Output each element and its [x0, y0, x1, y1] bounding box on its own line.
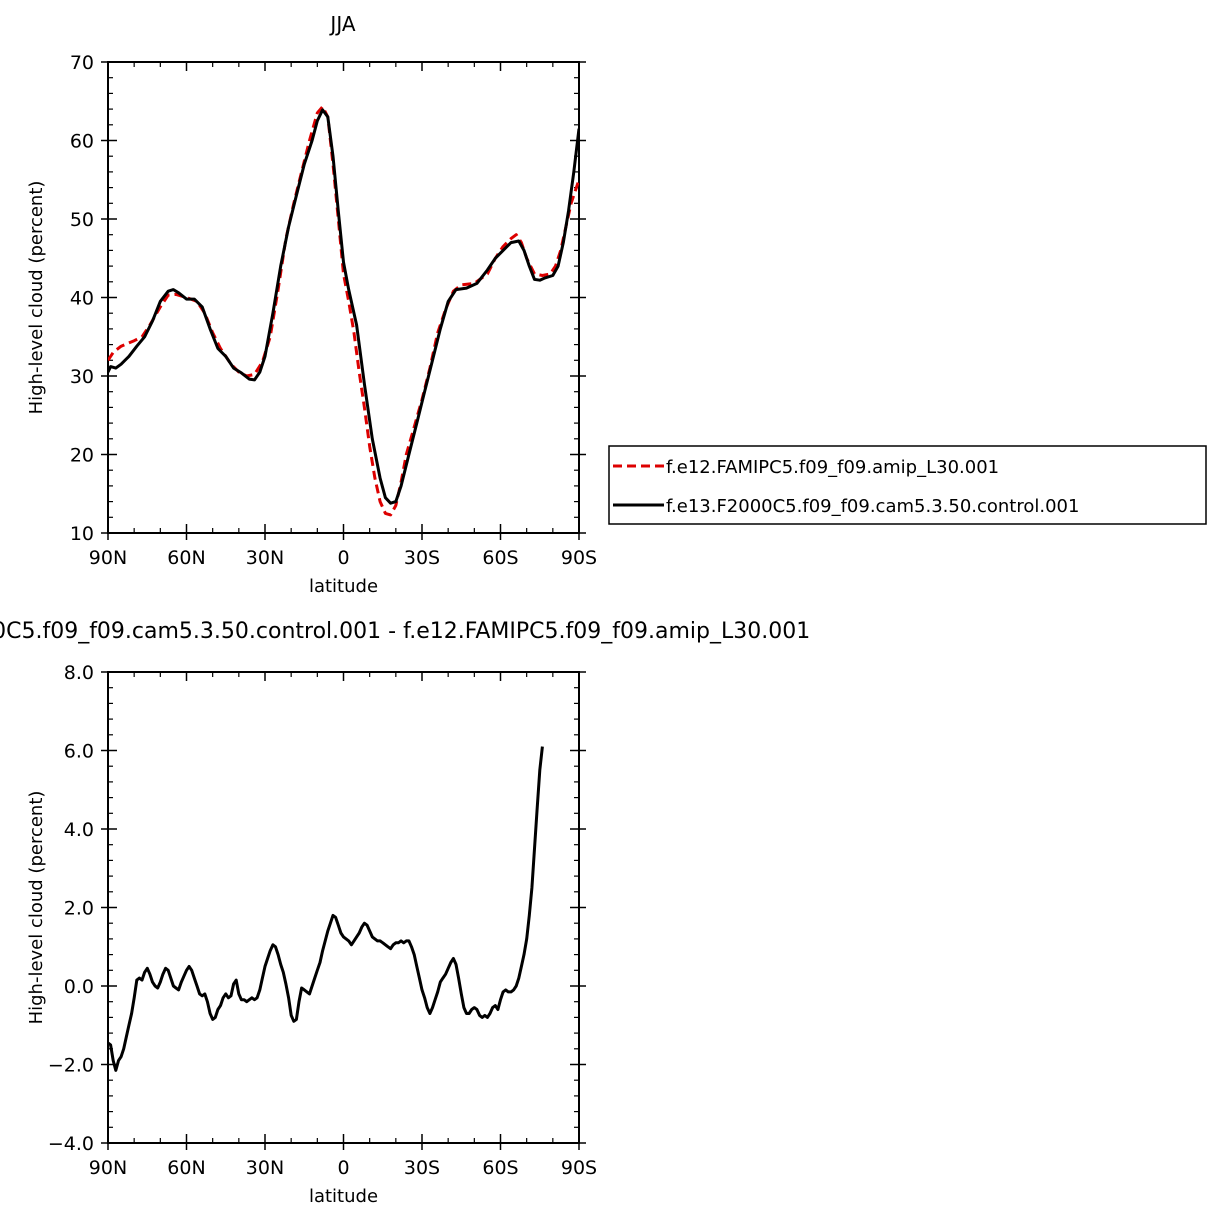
series-line-0 — [108, 746, 544, 1072]
legend-box — [608, 445, 1207, 525]
y-tick-label: 20 — [70, 445, 94, 467]
x-tick-label: 90N — [89, 1157, 127, 1179]
y-tick-label: 2.0 — [64, 898, 94, 920]
x-tick-label: 30S — [404, 1157, 440, 1179]
x-tick-label: 60N — [167, 547, 205, 569]
series-line-1 — [108, 108, 579, 505]
cloud-fraction-panel: JJA 90N 60N 30N 0 30S 60S 90S 10 20 30 40 50 60 70 la… — [26, 12, 597, 597]
y-tick-label: 4.0 — [64, 819, 94, 841]
x-tick-label: 30N — [246, 547, 284, 569]
chart-title: JJA — [328, 12, 355, 36]
y-tick-label: 8.0 — [64, 662, 94, 684]
y-tick-label: 6.0 — [64, 741, 94, 763]
x-tick-label: 60S — [482, 547, 518, 569]
difference-title: f.e13.F2000C5.f09_f09.cam5.3.50.control.… — [0, 619, 810, 644]
series-line-0 — [108, 105, 579, 517]
y-axis-label: High-level cloud (percent) — [26, 791, 47, 1025]
axis-ticks: 90N 60N 30N 0 30S 60S 90S −4.0 −2.0 0.0 2.0 4.0 6.0 8… — [48, 662, 597, 1179]
y-tick-label: −2.0 — [48, 1055, 94, 1077]
plot-frame — [107, 61, 580, 534]
x-axis-label: latitude — [309, 1186, 378, 1207]
y-tick-label: 70 — [70, 52, 94, 74]
x-tick-label: 30S — [404, 547, 440, 569]
x-axis-label: latitude — [309, 576, 378, 597]
x-tick-label: 90S — [561, 1157, 597, 1179]
series-lines — [108, 105, 579, 517]
y-tick-label: 50 — [70, 209, 94, 231]
difference-panel: f.e13.F2000C5.f09_f09.cam5.3.50.control.… — [0, 619, 810, 1207]
x-tick-label: 30N — [246, 1157, 284, 1179]
y-tick-label: 40 — [70, 288, 94, 310]
legend-label-control: f.e13.F2000C5.f09_f09.cam5.3.50.control.… — [666, 496, 1079, 517]
y-axis-label: High-level cloud (percent) — [26, 181, 47, 415]
x-tick-label: 0 — [337, 1157, 349, 1179]
y-tick-label: −4.0 — [48, 1133, 94, 1155]
y-tick-label: 60 — [70, 131, 94, 153]
x-tick-label: 60N — [167, 1157, 205, 1179]
axis-ticks: 90N 60N 30N 0 30S 60S 90S 10 20 30 40 50 60 70 — [70, 52, 597, 569]
x-tick-label: 0 — [337, 547, 349, 569]
series-lines — [108, 746, 544, 1072]
legend-label-amip: f.e12.FAMIPC5.f09_f09.amip_L30.001 — [666, 457, 999, 478]
plot-frame — [107, 671, 580, 1144]
y-tick-label: 10 — [70, 523, 94, 545]
legend: f.e12.FAMIPC5.f09_f09.amip_L30.001 f.e13… — [608, 445, 1207, 525]
y-tick-label: 30 — [70, 366, 94, 388]
x-tick-label: 90S — [561, 547, 597, 569]
x-tick-label: 60S — [482, 1157, 518, 1179]
y-tick-label: 0.0 — [64, 976, 94, 998]
x-tick-label: 90N — [89, 547, 127, 569]
